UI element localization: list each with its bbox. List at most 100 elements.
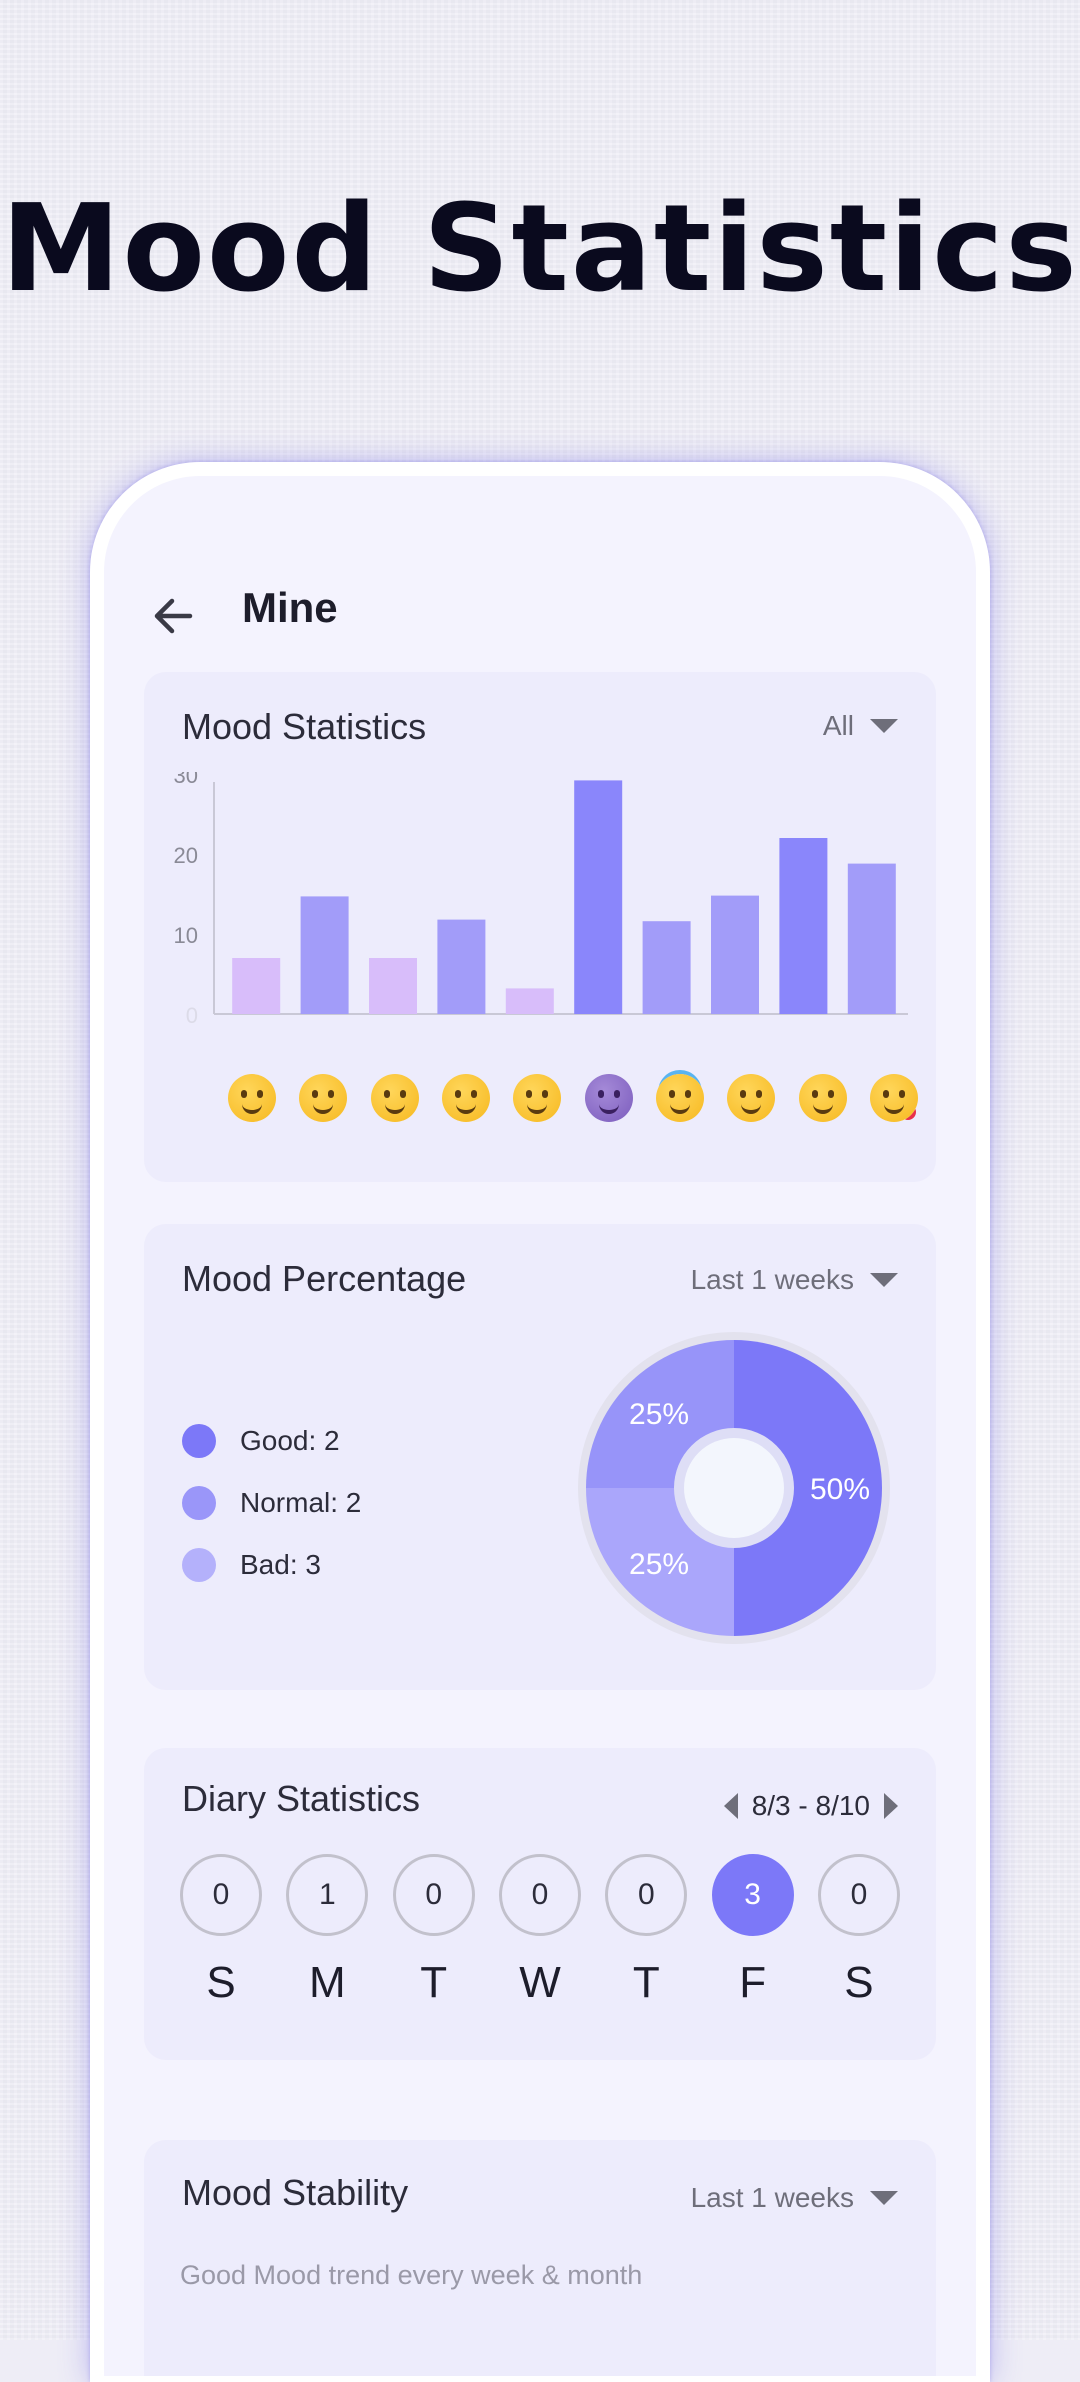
day-letter: F (739, 1958, 767, 2007)
filter-value: Last 1 weeks (690, 2182, 854, 2213)
donut-hole (684, 1438, 784, 1538)
day-count: 0 (180, 1854, 262, 1936)
legend-item-normal: Normal: 2 (182, 1472, 361, 1534)
emoji-eye (257, 1090, 263, 1098)
app-bar: Mine (104, 576, 976, 656)
pensive-face-icon (228, 1074, 276, 1122)
filter-value: Last 1 weeks (690, 1264, 854, 1295)
legend-label: Good: 2 (240, 1425, 340, 1456)
emoji-eye (613, 1090, 620, 1098)
day-column[interactable]: 0 T (392, 1854, 475, 2008)
hero-title: Mood Statistics (1, 180, 1079, 319)
emoji-mouth (242, 1102, 262, 1114)
card-subtitle: Good Mood trend every week & month (180, 2260, 643, 2290)
emoji-mouth (741, 1102, 762, 1114)
app-screen: Mine Mood Statistics All 0 10 20 30 Mood Pe… (104, 476, 976, 2376)
y-tick-label: 20 (174, 843, 198, 868)
day-column[interactable]: 1 M (286, 1854, 369, 2008)
legend-label: Bad: 3 (240, 1549, 321, 1580)
legend-item-bad: Bad: 3 (182, 1534, 361, 1596)
halo-face-icon (655, 1074, 704, 1122)
card-title: Mood Percentage (182, 1258, 467, 1299)
emoji-mouth (598, 1102, 619, 1114)
bar-grin (300, 896, 349, 1014)
legend-dot (182, 1548, 216, 1582)
card-title: Mood Statistics (182, 706, 427, 747)
emoji-eye (399, 1090, 406, 1098)
emoji-eye (454, 1090, 461, 1098)
emoji-mouth (384, 1102, 405, 1114)
mood-bar-chart: 0 10 20 30 (174, 772, 908, 1028)
day-count: 0 (498, 1854, 581, 1936)
legend: Good: 2 Normal: 2 Bad: 3 (182, 1410, 361, 1596)
diary-statistics-card: Diary Statistics 8/3 - 8/10 0 S 1 M 0 T … (144, 1748, 936, 2060)
day-column[interactable]: 3 F (711, 1854, 794, 2008)
legend-item-good: Good: 2 (182, 1410, 361, 1472)
emoji-eye (756, 1090, 763, 1098)
day-letter: T (420, 1958, 448, 2007)
caret-down-icon (870, 719, 898, 733)
caret-down-icon (870, 2191, 898, 2205)
previous-week-icon[interactable] (723, 1793, 738, 1819)
emoji-eye (526, 1090, 533, 1098)
emoji-eye (597, 1090, 604, 1098)
y-tick-label: 0 (186, 1003, 198, 1028)
emoji-eye (684, 1090, 691, 1098)
day-count: 0 (392, 1854, 475, 1936)
day-letter: S (844, 1958, 874, 2007)
emoji-mouth (313, 1102, 334, 1114)
emoji-eye (328, 1090, 335, 1098)
expressionless-face-icon (441, 1074, 490, 1122)
bar-joy (779, 838, 828, 1014)
day-count: 0 (817, 1854, 900, 1936)
day-count: 0 (605, 1854, 688, 1936)
emoji-eye (241, 1090, 247, 1098)
caret-down-icon (870, 1273, 898, 1287)
day-letter: T (632, 1958, 660, 2007)
confounded-face-icon (513, 1074, 562, 1122)
filter-dropdown[interactable]: All (823, 710, 898, 742)
legend-dot (182, 1486, 216, 1520)
emoji-row (228, 1074, 918, 1122)
day-column[interactable]: 0 S (180, 1854, 262, 2008)
emoji-eye (312, 1090, 319, 1098)
day-letter: M (309, 1958, 346, 2007)
day-count: 1 (286, 1854, 369, 1936)
mood-pie-chart: 50% 25% 25% (578, 1332, 890, 1644)
tears-of-joy-icon (798, 1074, 847, 1122)
week-days: 0 S 1 M 0 T 0 W 0 T 3 F (180, 1854, 900, 2008)
day-letter: S (206, 1958, 236, 2007)
mood-percentage-card: Mood Percentage Last 1 weeks Good: 2 Nor… (144, 1224, 936, 1690)
bar-downcast-sweat (369, 958, 417, 1014)
bar-kissing-heart (847, 863, 896, 1014)
emoji-mouth (527, 1102, 548, 1114)
grinning-face-icon (299, 1074, 348, 1122)
card-title: Mood Stability (182, 2172, 409, 2213)
legend-dot (182, 1424, 216, 1458)
bar-expressionless (437, 919, 486, 1014)
day-column[interactable]: 0 T (605, 1854, 688, 2008)
day-letter: W (519, 1958, 561, 2007)
week-range: 8/3 - 8/10 (751, 1790, 870, 1821)
emoji-mouth (812, 1102, 833, 1114)
filter-dropdown[interactable]: Last 1 weeks (691, 2182, 898, 2214)
legend-label: Normal: 2 (240, 1487, 362, 1518)
day-column[interactable]: 0 W (498, 1854, 581, 2008)
day-column[interactable]: 0 S (817, 1854, 900, 2008)
emoji-eye (668, 1090, 675, 1098)
emoji-mouth (455, 1102, 476, 1114)
emoji-mouth (669, 1102, 690, 1114)
next-week-icon[interactable] (884, 1793, 898, 1819)
smiley-face-icon (727, 1074, 776, 1122)
emoji-eye (882, 1090, 889, 1098)
emoji-eye (811, 1090, 818, 1098)
smiling-imp-icon (584, 1074, 633, 1122)
back-arrow-icon (154, 598, 193, 634)
mood-stability-card: Mood Stability Last 1 weeks Good Mood tr… (144, 2140, 936, 2376)
back-button[interactable] (144, 586, 204, 646)
pie-label: 25% (629, 1548, 689, 1581)
bar-halo (642, 921, 691, 1014)
emoji-eye (542, 1090, 549, 1098)
bar-confounded (505, 988, 554, 1014)
filter-dropdown[interactable]: Last 1 weeks (691, 1264, 898, 1296)
